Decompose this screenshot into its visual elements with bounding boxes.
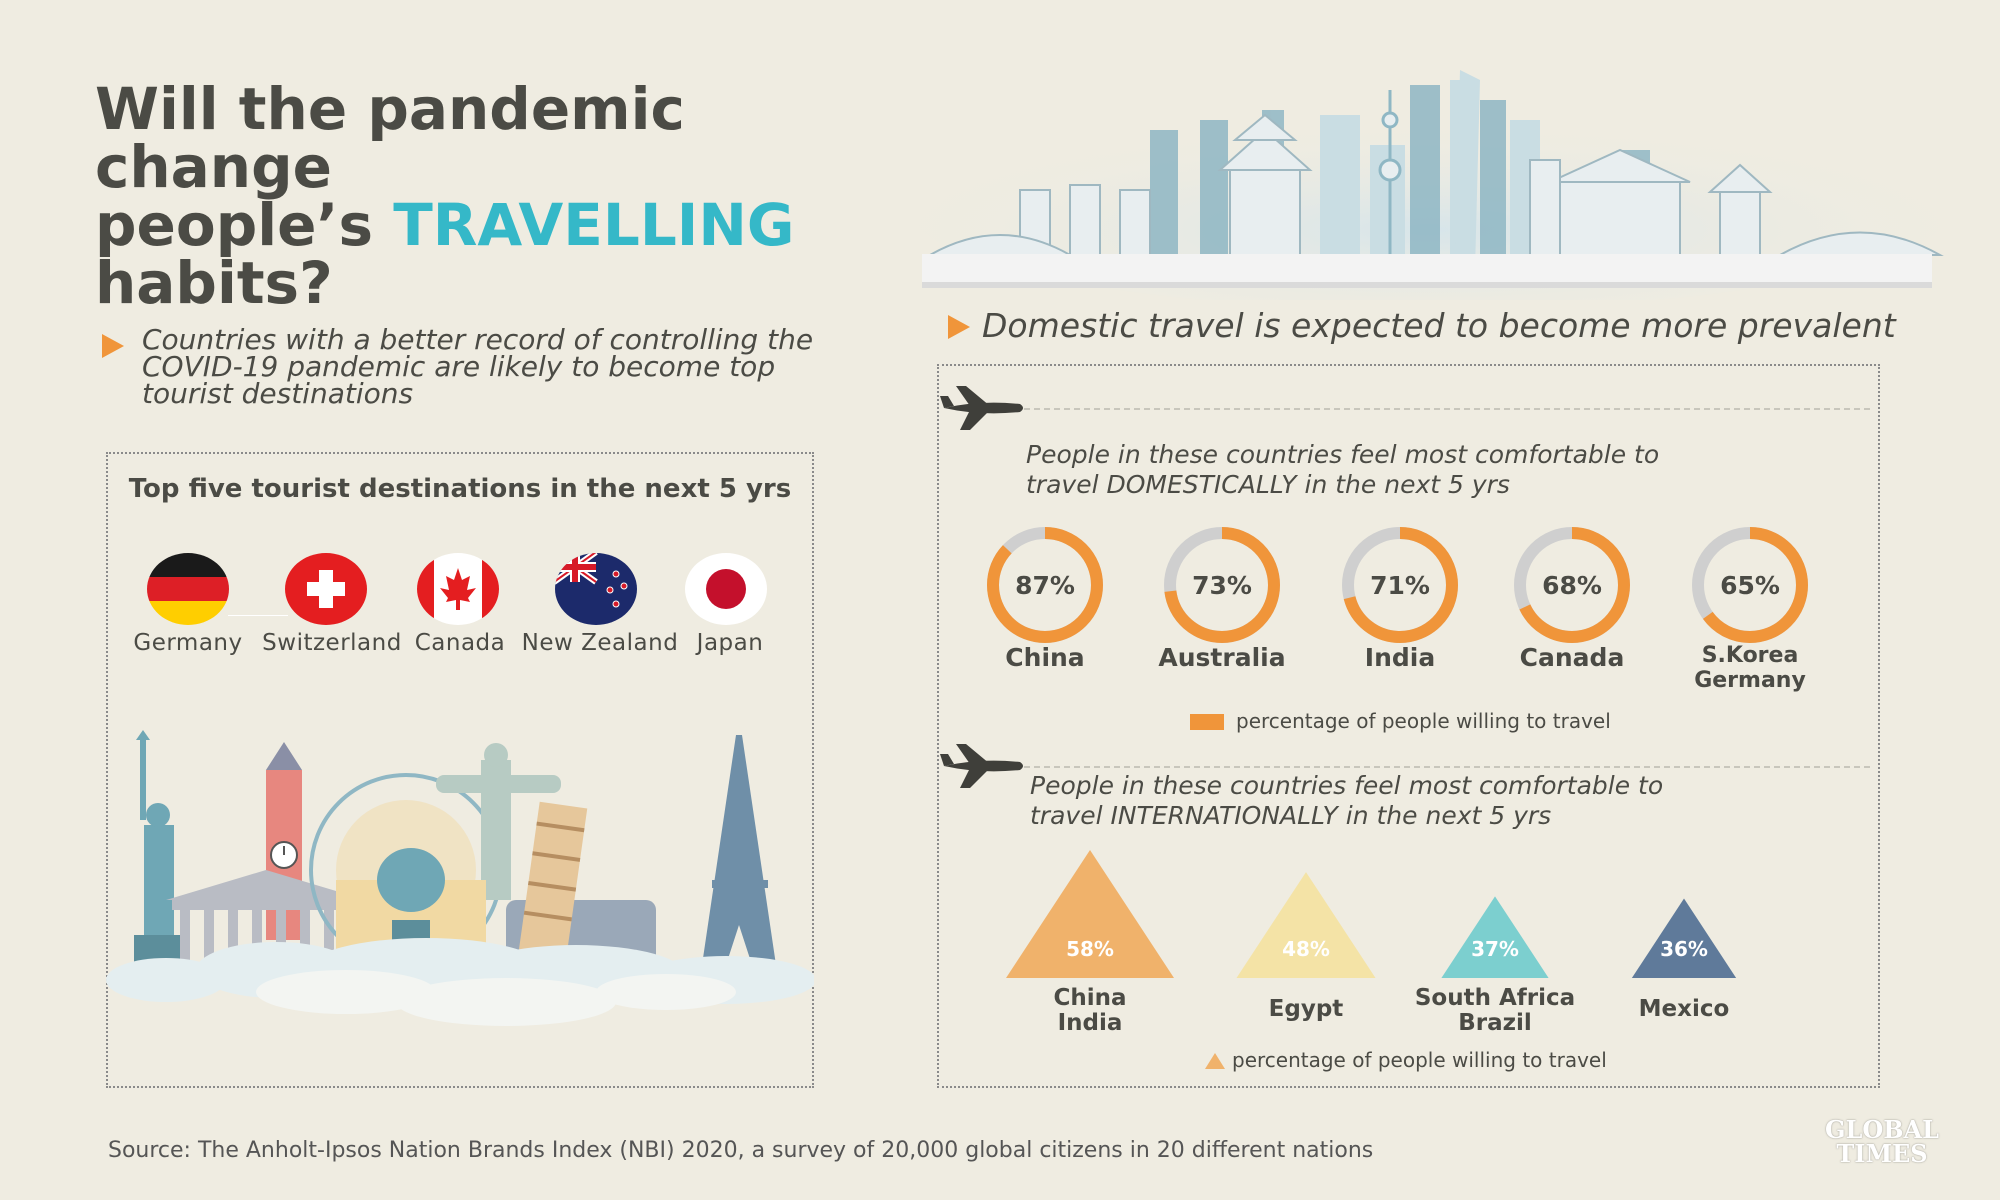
donut-value-label: 65% xyxy=(1720,571,1780,600)
legend-triangle-icon xyxy=(1205,1053,1225,1069)
airplane-icon xyxy=(940,744,1023,788)
triangle-category-label: South Africa xyxy=(1415,985,1575,1011)
triangle-category-label: India xyxy=(1058,1010,1123,1036)
top-destinations-panel xyxy=(106,452,814,1088)
legend-swatch-orange xyxy=(1190,714,1224,730)
international-legend-label: percentage of people willing to travel xyxy=(1232,1048,1607,1072)
page-title: Will the pandemic change people’s TRAVEL… xyxy=(95,80,915,312)
donut-category-label: Canada xyxy=(1520,643,1625,672)
destination-label-switzerland: Switzerland xyxy=(262,630,402,656)
japan-flag-icon xyxy=(685,553,767,625)
left-subtitle: Countries with a better record of contro… xyxy=(142,323,814,410)
logo-line-2: TIMES xyxy=(1836,1139,1928,1168)
triangle-category-label: Mexico xyxy=(1639,996,1730,1022)
donut-arc-china xyxy=(987,527,1103,643)
triangle-category-label: China xyxy=(1053,985,1126,1011)
flag-connector-line xyxy=(228,615,288,616)
donut-value-label: 87% xyxy=(1015,571,1075,600)
section-divider xyxy=(1024,408,1870,410)
donut-value-label: 71% xyxy=(1370,571,1430,600)
new-zealand-flag-icon xyxy=(555,553,637,625)
switzerland-flag-icon xyxy=(285,553,367,625)
donut-arc-s-korea-germany xyxy=(1692,527,1808,643)
triangle-value-label: 36% xyxy=(1660,937,1708,961)
destination-label-germany: Germany xyxy=(133,630,243,656)
domestic-heading-line-2: travel DOMESTICALLY in the next 5 yrs xyxy=(1026,470,1510,499)
donut-arc-canada xyxy=(1514,527,1630,643)
domestic-international-panel xyxy=(937,364,1880,1088)
world-landmarks-illustration xyxy=(106,730,814,1026)
domestic-heading: People in these countries feel most comf… xyxy=(1026,440,1659,500)
section-divider xyxy=(1024,766,1870,768)
title-line-3: habits? xyxy=(95,249,333,317)
donut-value-label: 68% xyxy=(1542,571,1602,600)
destination-label-new-zealand: New Zealand xyxy=(521,630,679,656)
domestic-travel-donut-chart: 87% China 73% Australia 71% India 68% Canada 65%… xyxy=(987,527,1808,693)
triangle-value-label: 37% xyxy=(1471,937,1519,961)
triangle-bar-china-india xyxy=(1006,850,1174,978)
bullet-arrow-icon xyxy=(948,315,970,339)
germany-flag-icon xyxy=(147,553,229,625)
city-skyline-illustration xyxy=(910,70,1950,300)
international-heading: People in these countries feel most comf… xyxy=(1030,771,1663,831)
donut-category-label: S.Korea xyxy=(1702,643,1799,668)
donut-category-label: China xyxy=(1005,643,1084,672)
donut-category-label: Germany xyxy=(1694,668,1806,693)
triangle-value-label: 48% xyxy=(1282,937,1330,961)
source-note: Source: The Anholt-Ipsos Nation Brands I… xyxy=(108,1138,1374,1163)
title-line-1: Will the pandemic change xyxy=(95,75,685,201)
triangle-category-label: Brazil xyxy=(1458,1010,1532,1036)
title-line-2-prefix: people’s xyxy=(95,191,394,259)
domestic-legend-label: percentage of people willing to travel xyxy=(1236,709,1611,733)
right-subtitle: Domestic travel is expected to become mo… xyxy=(982,306,1896,345)
triangle-bar-mexico xyxy=(1631,898,1737,978)
donut-value-label: 73% xyxy=(1192,571,1252,600)
canada-flag-icon xyxy=(417,553,499,625)
triangle-bar-egypt xyxy=(1236,872,1376,978)
triangle-value-label: 58% xyxy=(1066,937,1114,961)
title-highlight: TRAVELLING xyxy=(393,191,795,259)
destination-label-canada: Canada xyxy=(414,630,506,656)
destination-label-japan: Japan xyxy=(696,630,764,656)
donut-category-label: Australia xyxy=(1158,643,1285,672)
global-times-logo: GLOBAL TIMES xyxy=(1812,1118,1952,1166)
domestic-heading-line-1: People in these countries feel most comf… xyxy=(1026,440,1660,469)
international-heading-line-1: People in these countries feel most comf… xyxy=(1030,771,1664,800)
triangle-bar-south-africa-brazil xyxy=(1441,896,1549,978)
logo-line-1: GLOBAL xyxy=(1824,1115,1940,1144)
bullet-arrow-icon xyxy=(102,334,124,358)
donut-arc-india xyxy=(1342,527,1458,643)
top-destinations-title: Top five tourist destinations in the nex… xyxy=(128,474,792,504)
airplane-icon xyxy=(940,386,1023,430)
donut-arc-australia xyxy=(1164,527,1280,643)
donut-category-label: India xyxy=(1365,643,1435,672)
international-heading-line-2: travel INTERNATIONALLY in the next 5 yrs xyxy=(1030,801,1552,830)
triangle-category-label: Egypt xyxy=(1269,996,1344,1022)
